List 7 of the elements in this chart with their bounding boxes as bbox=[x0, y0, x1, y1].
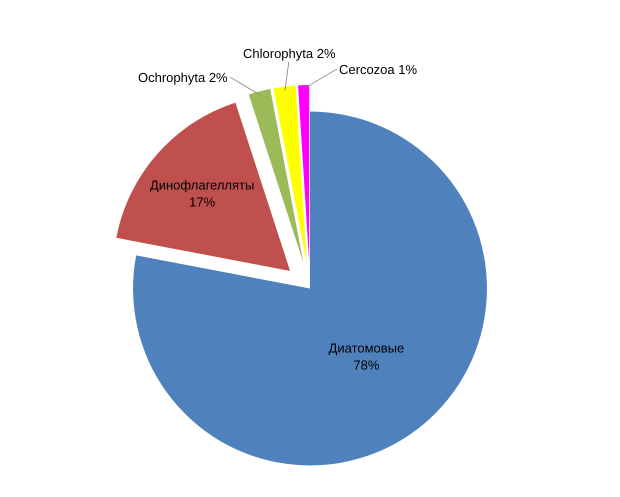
data-label: 17% bbox=[189, 194, 216, 210]
slice-label: Диатомовые bbox=[328, 340, 404, 356]
slice-label: Ochrophyta 2% bbox=[138, 70, 228, 85]
data-label: 78% bbox=[353, 358, 380, 373]
slice-label: Chlorophyta 2% bbox=[243, 46, 336, 61]
slice-label: Динофлагелляты bbox=[150, 177, 254, 192]
slice-label: Cercozoa 1% bbox=[339, 62, 418, 77]
